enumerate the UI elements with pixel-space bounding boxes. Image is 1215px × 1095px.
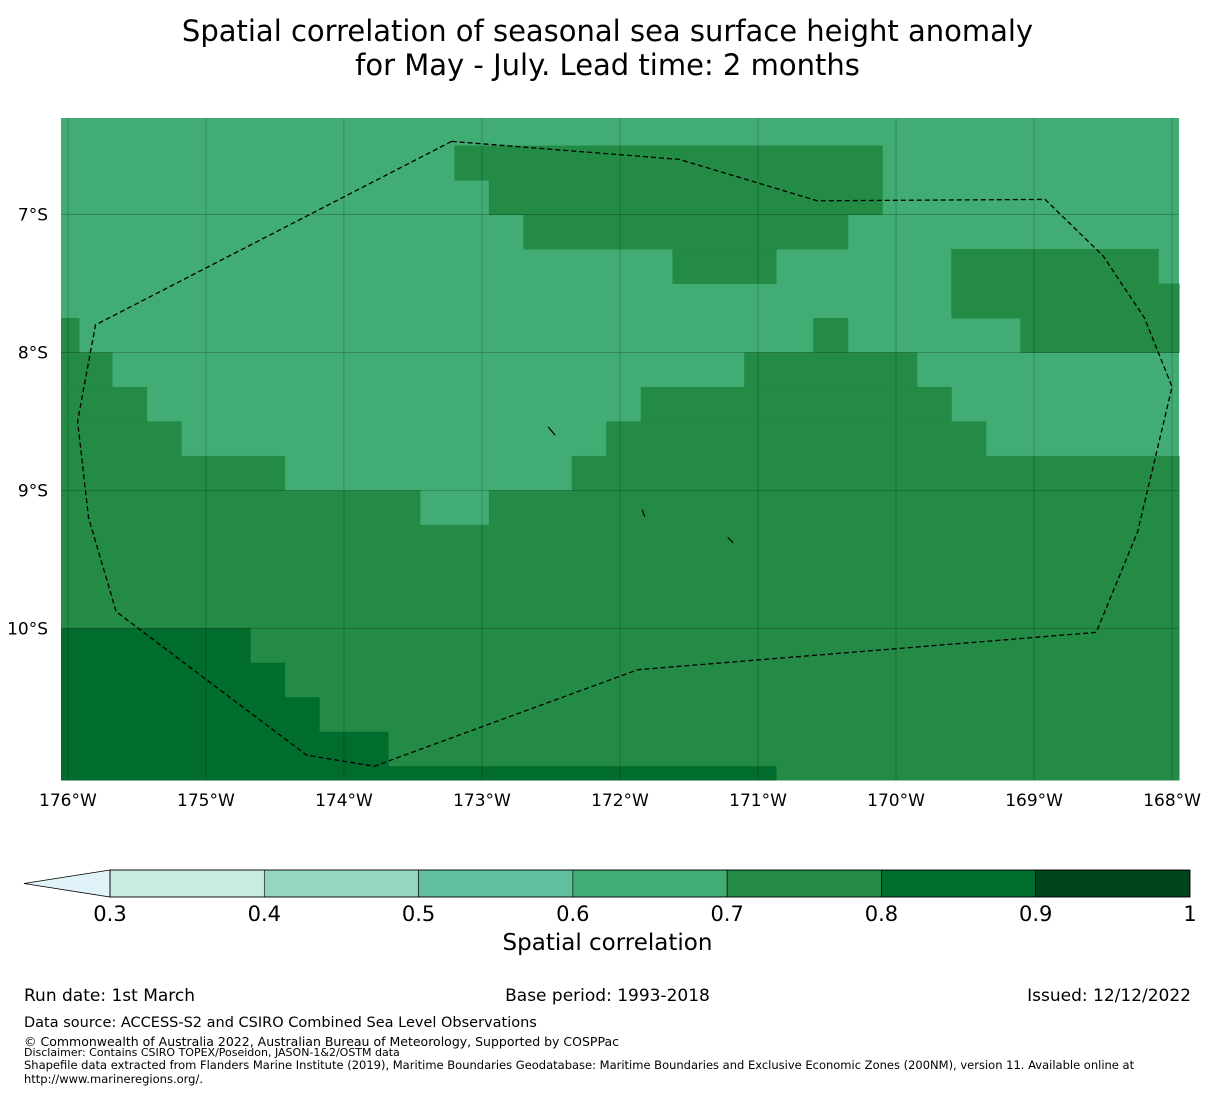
heatmap-cell-10 xyxy=(744,352,918,388)
heatmap-cell-11 xyxy=(61,386,148,422)
x-tick-label: 171°W xyxy=(729,791,787,811)
colorbar-tick-label: 0.6 xyxy=(556,902,589,926)
heatmap-cell-14 xyxy=(606,421,987,457)
colorbar: 0.3 0.4 0.5 0.6 0.7 0.8 0.9 1 xyxy=(23,869,1197,926)
colorbar-bin-0.3-0.4 xyxy=(109,869,265,898)
heatmap-cell-5 xyxy=(951,283,1180,319)
x-tick-label: 175°W xyxy=(177,791,235,811)
heatmap-cell-22 xyxy=(61,662,286,698)
run-date: Run date: 1st March xyxy=(24,986,196,1006)
issued-date: Issued: 12/12/2022 xyxy=(1027,986,1191,1006)
colorbar-frame xyxy=(109,869,1191,898)
base-period: Base period: 1993-2018 xyxy=(505,986,710,1006)
disclaimer: Disclaimer: Contains CSIRO TOPEX/Poseido… xyxy=(24,1046,400,1059)
chart-title: Spatial correlation of seasonal sea surf… xyxy=(0,14,1215,82)
copyright: © Commonwealth of Australia 2022, Austra… xyxy=(24,1034,619,1049)
eez-boundary-line xyxy=(76,140,1173,767)
heatmap-cell-26 xyxy=(457,766,777,781)
x-tick-label: 172°W xyxy=(591,791,649,811)
chart-title-line-1: Spatial correlation of seasonal sea surf… xyxy=(181,14,1034,48)
gridlines xyxy=(61,118,1179,780)
colorbar-bin-0.4-0.5 xyxy=(263,869,419,898)
chart-title-line-2: for May - July. Lead time: 2 months xyxy=(355,48,860,82)
x-tick-label: 169°W xyxy=(1005,791,1063,811)
axis-ticks: 176°W 175°W 174°W 173°W 172°W 171°W 170°W 169°W… xyxy=(7,206,1201,811)
heatmap-cell-25 xyxy=(61,766,458,781)
colorbar-tick-label: 1 xyxy=(1183,902,1196,926)
heatmap-cell-12 xyxy=(640,386,952,422)
island-outline-2 xyxy=(727,536,734,544)
colorbar-label: Spatial correlation xyxy=(502,930,713,956)
colorbar-tick-label: 0.7 xyxy=(710,902,743,926)
x-tick-label: 170°W xyxy=(867,791,925,811)
heatmap-cell-21 xyxy=(61,628,251,664)
heatmap-cell-24 xyxy=(61,731,389,767)
data-source: Data source: ACCESS-S2 and CSIRO Combine… xyxy=(24,1015,537,1031)
colorbar-tick-label: 0.8 xyxy=(865,902,898,926)
heatmap-cell-15 xyxy=(61,455,286,491)
island-outline-1 xyxy=(641,509,646,517)
heatmap-cell-1 xyxy=(488,180,883,216)
colorbar-tick-label: 0.9 xyxy=(1019,902,1052,926)
colorbar-under-extension xyxy=(23,869,111,898)
heatmap-cell-3 xyxy=(672,249,777,284)
x-tick-label: 174°W xyxy=(315,791,373,811)
heatmap-cell-2 xyxy=(523,214,849,250)
heatmap-cell-19 xyxy=(61,524,1180,629)
island-outline-0 xyxy=(547,426,556,436)
colorbar-bin-0.6-0.7 xyxy=(572,869,728,898)
y-tick-label: 9°S xyxy=(18,481,48,501)
x-tick-label: 173°W xyxy=(453,791,511,811)
heatmap-cell-7 xyxy=(813,317,849,353)
heatmap-cell-0 xyxy=(454,145,883,181)
colorbar-bin-0.7-0.8 xyxy=(726,869,882,898)
colorbar-tick-label: 0.3 xyxy=(93,902,126,926)
heatmap-cell-20 xyxy=(250,628,1180,781)
heatmap-cell-8 xyxy=(61,317,80,353)
x-tick-label: 168°W xyxy=(1143,791,1201,811)
colorbar-bin-0.5-0.6 xyxy=(418,869,574,898)
y-tick-label: 8°S xyxy=(18,343,48,363)
colorbar-tick-label: 0.4 xyxy=(248,902,281,926)
colorbar-bin-0.9-1 xyxy=(1035,869,1191,898)
heatmap-cell-4 xyxy=(951,249,1159,284)
heatmap-cell-6 xyxy=(1020,317,1180,353)
y-tick-label: 7°S xyxy=(18,206,48,226)
colorbar-bin-0.8-0.9 xyxy=(881,869,1037,898)
heatmap-cell-23 xyxy=(61,697,320,733)
eez-boundary-layer xyxy=(76,140,1173,767)
y-tick-label: 10°S xyxy=(7,619,48,639)
heatmap-cell-18 xyxy=(488,490,1180,526)
heatmap-cell-9 xyxy=(61,352,113,388)
heatmap-cell-17 xyxy=(61,490,421,526)
marineregions-url: http://www.marineregions.org/. xyxy=(24,1072,203,1086)
heatmap-cells xyxy=(61,118,1180,781)
x-tick-label: 176°W xyxy=(39,791,97,811)
colorbar-tick-label: 0.5 xyxy=(402,902,435,926)
heatmap-cell-16 xyxy=(571,455,1180,491)
shapefile-credit: Shapefile data extracted from Flanders M… xyxy=(24,1058,1135,1072)
